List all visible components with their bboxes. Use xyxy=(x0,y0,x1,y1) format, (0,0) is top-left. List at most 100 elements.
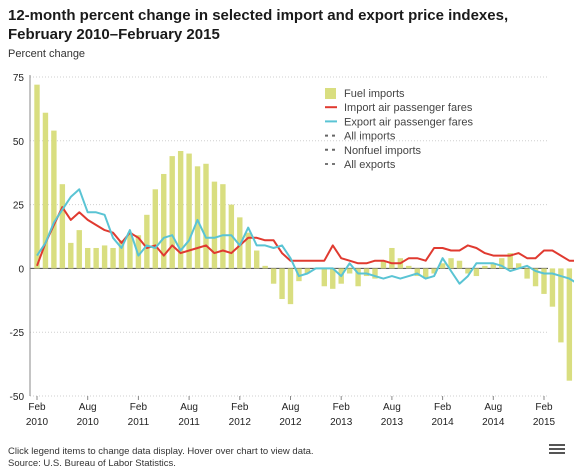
bar-fuel-imports[interactable] xyxy=(287,268,294,305)
bar-fuel-imports[interactable] xyxy=(68,242,74,269)
bar-series-fuel-imports xyxy=(34,84,573,381)
bar-fuel-imports[interactable] xyxy=(541,268,547,294)
legend-item-export-air-passenger-fares[interactable]: Export air passenger fares xyxy=(325,116,474,128)
bar-fuel-imports[interactable] xyxy=(245,232,251,269)
bar-fuel-imports[interactable] xyxy=(465,268,471,274)
bar-fuel-imports[interactable] xyxy=(499,258,505,269)
bar-fuel-imports[interactable] xyxy=(262,265,268,269)
bar-fuel-imports[interactable] xyxy=(372,268,378,279)
x-tick-year: 2010 xyxy=(77,417,100,428)
bar-fuel-imports[interactable] xyxy=(169,156,175,269)
legend-item-import-air-passenger-fares[interactable]: Import air passenger fares xyxy=(325,102,473,114)
x-tick-year: 2013 xyxy=(381,417,404,428)
legend-label: Import air passenger fares xyxy=(344,102,473,114)
bar-fuel-imports[interactable] xyxy=(127,232,133,269)
bar-fuel-imports[interactable] xyxy=(220,184,226,269)
bar-fuel-imports[interactable] xyxy=(101,245,108,269)
bar-fuel-imports[interactable] xyxy=(558,268,564,343)
bar-fuel-imports[interactable] xyxy=(211,181,218,269)
chart-title: 12-month percent change in selected impo… xyxy=(8,7,509,43)
x-tick-label: Aug xyxy=(383,402,401,413)
y-axis-label: Percent change xyxy=(8,48,86,60)
legend-label: Nonfuel imports xyxy=(344,145,422,157)
chart-menu-icon[interactable] xyxy=(549,442,565,456)
bar-fuel-imports[interactable] xyxy=(482,265,488,269)
bar-fuel-imports[interactable] xyxy=(448,258,454,269)
y-tick-label: -50 xyxy=(10,392,25,403)
legend-item-all-imports[interactable]: All imports xyxy=(325,131,396,143)
bar-fuel-imports[interactable] xyxy=(406,265,412,269)
bar-fuel-imports[interactable] xyxy=(194,166,201,269)
bar-fuel-imports[interactable] xyxy=(177,151,184,269)
bar-fuel-imports[interactable] xyxy=(346,268,353,274)
bar-fuel-imports[interactable] xyxy=(515,263,522,269)
bar-fuel-imports[interactable] xyxy=(85,247,91,269)
x-tick-label: Aug xyxy=(79,402,97,413)
bar-fuel-imports[interactable] xyxy=(414,268,420,277)
bar-fuel-imports[interactable] xyxy=(431,268,437,274)
bar-fuel-imports[interactable] xyxy=(51,130,57,269)
bar-fuel-imports[interactable] xyxy=(279,268,285,300)
bar-fuel-imports[interactable] xyxy=(270,268,277,284)
bar-fuel-imports[interactable] xyxy=(42,112,49,269)
bar-fuel-imports[interactable] xyxy=(76,230,82,269)
bar-fuel-imports[interactable] xyxy=(93,247,99,269)
bar-fuel-imports[interactable] xyxy=(380,260,387,269)
bar-fuel-imports[interactable] xyxy=(423,268,429,279)
y-tick-label: 0 xyxy=(18,264,24,275)
x-tick-year: 2011 xyxy=(128,417,150,428)
bar-fuel-imports[interactable] xyxy=(389,247,395,269)
bar-fuel-imports[interactable] xyxy=(507,253,513,269)
x-tick-year: 2014 xyxy=(482,417,505,428)
bar-fuel-imports[interactable] xyxy=(186,153,192,269)
footer-source: Source: U.S. Bureau of Labor Statistics. xyxy=(8,458,176,469)
bar-fuel-imports[interactable] xyxy=(237,217,243,269)
bar-fuel-imports[interactable] xyxy=(549,268,556,307)
bar-fuel-imports[interactable] xyxy=(144,214,150,269)
bar-fuel-imports[interactable] xyxy=(161,173,167,269)
line-import-air-passenger-fares[interactable] xyxy=(36,206,574,268)
bar-fuel-imports[interactable] xyxy=(532,268,539,287)
x-tick-label: Aug xyxy=(282,402,300,413)
x-tick-label: Feb xyxy=(333,402,351,413)
bar-fuel-imports[interactable] xyxy=(304,268,311,274)
bar-fuel-imports[interactable] xyxy=(490,263,496,269)
bar-fuel-imports[interactable] xyxy=(34,84,40,269)
bar-fuel-imports[interactable] xyxy=(135,235,142,269)
x-tick-year: 2013 xyxy=(330,417,353,428)
bar-fuel-imports[interactable] xyxy=(254,250,260,269)
bar-fuel-imports[interactable] xyxy=(118,240,125,269)
line-export-air-passenger-fares[interactable] xyxy=(36,188,574,285)
legend-swatch xyxy=(325,88,336,99)
y-tick-label: 25 xyxy=(13,201,25,212)
legend-item-all-exports[interactable]: All exports xyxy=(325,159,396,171)
legend-label: All exports xyxy=(344,159,396,171)
y-tick-label: 50 xyxy=(13,137,25,148)
legend-label: All imports xyxy=(344,131,396,143)
bar-fuel-imports[interactable] xyxy=(456,260,463,269)
footer-notes: Click legend items to change data displa… xyxy=(8,446,314,470)
bar-fuel-imports[interactable] xyxy=(473,268,480,277)
x-tick-label: Feb xyxy=(535,402,553,413)
line-series xyxy=(36,188,574,285)
legend-item-fuel-imports[interactable]: Fuel imports xyxy=(325,88,405,100)
legend-label: Export air passenger fares xyxy=(344,116,474,128)
axes: 7550250-25-50Feb2010Aug2010Feb2011Aug201… xyxy=(10,73,556,428)
bar-fuel-imports[interactable] xyxy=(110,247,116,269)
bar-fuel-imports[interactable] xyxy=(524,268,530,279)
bar-fuel-imports[interactable] xyxy=(152,189,158,269)
x-tick-label: Feb xyxy=(434,402,452,413)
bar-fuel-imports[interactable] xyxy=(203,163,209,269)
bar-fuel-imports[interactable] xyxy=(355,268,361,287)
x-tick-label: Aug xyxy=(484,402,502,413)
x-tick-year: 2010 xyxy=(26,417,49,428)
bar-fuel-imports[interactable] xyxy=(363,268,370,277)
legend-item-nonfuel-imports[interactable]: Nonfuel imports xyxy=(325,145,422,157)
bar-fuel-imports[interactable] xyxy=(439,263,446,269)
bar-fuel-imports[interactable] xyxy=(566,268,573,381)
bar-fuel-imports[interactable] xyxy=(59,184,66,269)
bar-fuel-imports[interactable] xyxy=(330,268,336,289)
bar-fuel-imports[interactable] xyxy=(321,268,327,287)
y-tick-label: -25 xyxy=(10,328,25,339)
